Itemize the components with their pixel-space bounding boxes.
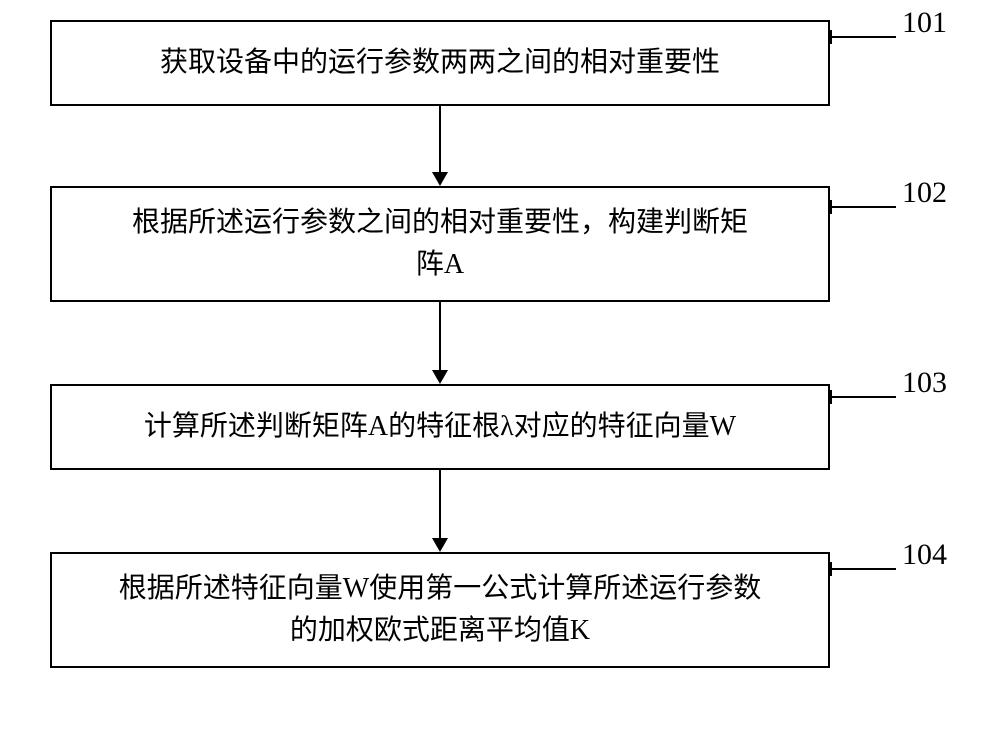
arrow-3 <box>50 470 830 552</box>
arrow-1 <box>50 106 830 186</box>
step-text: 根据所述特征向量W使用第一公式计算所述运行参数 的加权欧式距离平均值K <box>119 568 761 652</box>
flowchart-step-101: 获取设备中的运行参数两两之间的相对重要性 <box>50 20 830 106</box>
label-connector-104 <box>830 568 896 570</box>
flowchart-step-102: 根据所述运行参数之间的相对重要性，构建判断矩 阵A <box>50 186 830 302</box>
flowchart-step-104: 根据所述特征向量W使用第一公式计算所述运行参数 的加权欧式距离平均值K <box>50 552 830 668</box>
flowchart-step-103: 计算所述判断矩阵A的特征根λ对应的特征向量W <box>50 384 830 470</box>
step-text: 根据所述运行参数之间的相对重要性，构建判断矩 阵A <box>132 202 748 286</box>
label-connector-101 <box>830 36 896 38</box>
label-connector-103 <box>830 396 896 398</box>
step-label-104: 104 <box>902 538 947 572</box>
arrow-2 <box>50 302 830 384</box>
step-label-103: 103 <box>902 366 947 400</box>
step-label-102: 102 <box>902 176 947 210</box>
step-label-101: 101 <box>902 6 947 40</box>
step-text: 计算所述判断矩阵A的特征根λ对应的特征向量W <box>144 406 736 448</box>
step-text: 获取设备中的运行参数两两之间的相对重要性 <box>160 42 720 84</box>
label-connector-102 <box>830 206 896 208</box>
